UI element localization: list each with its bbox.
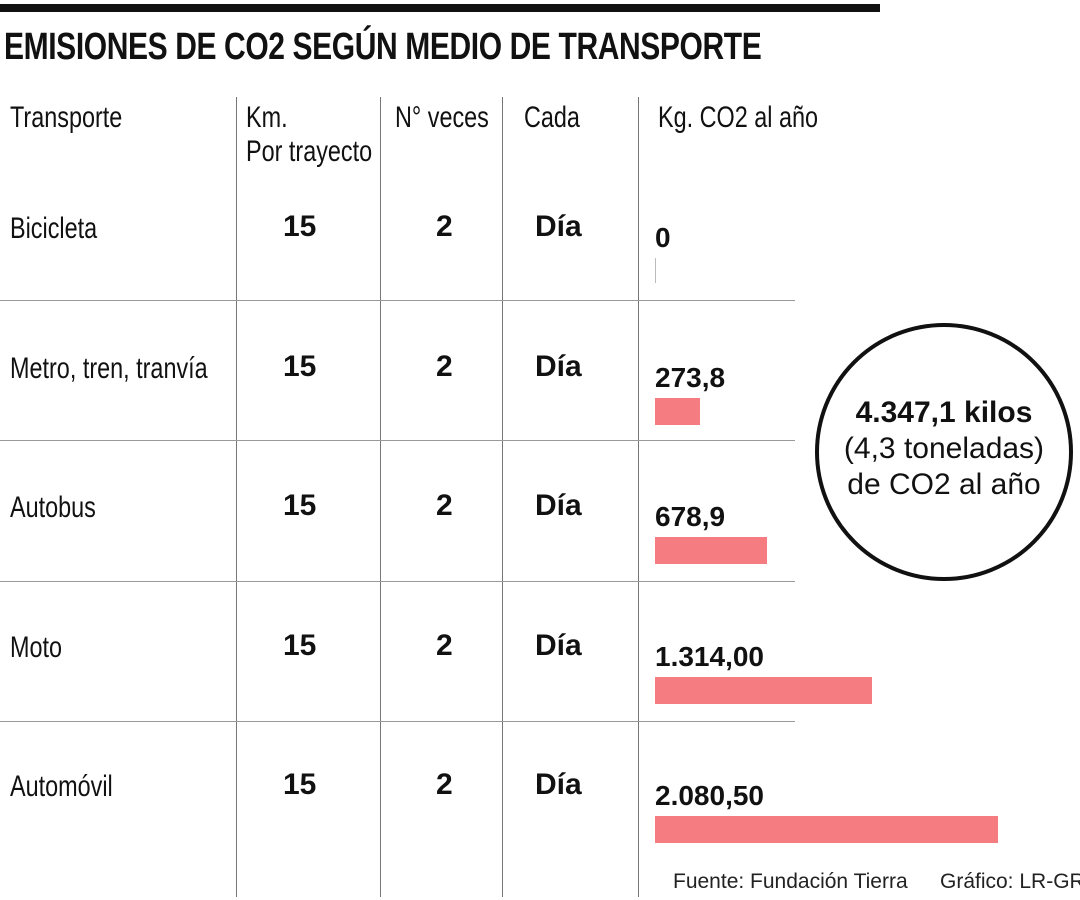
header-kg: Kg. CO2 al año bbox=[658, 101, 818, 134]
row-divider bbox=[0, 440, 795, 441]
kg-bar bbox=[655, 677, 872, 704]
cada-value: Día bbox=[535, 489, 582, 522]
kg-label: 1.314,00 bbox=[655, 641, 764, 672]
header-transporte: Transporte bbox=[10, 101, 123, 134]
column-divider bbox=[502, 97, 503, 897]
kg-bar bbox=[655, 816, 998, 843]
veces-value: 2 bbox=[436, 210, 453, 243]
column-divider bbox=[380, 97, 381, 897]
row-divider bbox=[0, 581, 795, 582]
header-km-line2: Por trayecto bbox=[246, 135, 373, 168]
veces-value: 2 bbox=[436, 350, 453, 383]
veces-value: 2 bbox=[436, 768, 453, 801]
column-divider bbox=[638, 97, 639, 897]
callout-unit: de CO2 al año bbox=[847, 468, 1041, 501]
chart-title: EMISIONES DE CO2 SEGÚN MEDIO DE TRANSPOR… bbox=[4, 26, 762, 68]
column-divider bbox=[236, 97, 237, 897]
km-value: 15 bbox=[283, 350, 317, 383]
cada-value: Día bbox=[535, 768, 582, 801]
header-cada: Cada bbox=[524, 101, 580, 134]
bar-zero bbox=[655, 258, 656, 283]
header-km-line1: Km. bbox=[246, 101, 288, 134]
total-callout: 4.347,1 kilos (4,3 toneladas) de CO2 al … bbox=[815, 323, 1073, 581]
kg-label: 0 bbox=[655, 222, 671, 253]
kg-bar bbox=[655, 537, 767, 564]
callout-total: 4.347,1 kilos bbox=[855, 396, 1033, 429]
transport-name: Metro, tren, tranvía bbox=[10, 352, 208, 385]
km-value: 15 bbox=[283, 629, 317, 662]
callout-tons: (4,3 toneladas) bbox=[843, 432, 1045, 465]
cada-value: Día bbox=[535, 210, 582, 243]
kg-label: 2.080,50 bbox=[655, 780, 764, 811]
credit-note: Gráfico: LR-GR bbox=[940, 870, 1080, 893]
cada-value: Día bbox=[535, 629, 582, 662]
kg-label: 273,8 bbox=[655, 362, 726, 393]
km-value: 15 bbox=[283, 489, 317, 522]
top-rule bbox=[0, 4, 880, 12]
veces-value: 2 bbox=[436, 629, 453, 662]
transport-name: Bicicleta bbox=[10, 212, 98, 245]
km-value: 15 bbox=[283, 210, 317, 243]
transport-name: Moto bbox=[10, 631, 63, 664]
cada-value: Día bbox=[535, 350, 582, 383]
header-veces: N° veces bbox=[395, 101, 489, 134]
row-divider bbox=[0, 300, 795, 301]
row-divider bbox=[0, 721, 795, 722]
transport-name: Automóvil bbox=[10, 770, 113, 803]
veces-value: 2 bbox=[436, 489, 453, 522]
kg-bar bbox=[655, 398, 701, 425]
transport-name: Autobus bbox=[10, 491, 96, 524]
km-value: 15 bbox=[283, 768, 317, 801]
kg-label: 678,9 bbox=[655, 501, 726, 532]
source-note: Fuente: Fundación Tierra bbox=[673, 870, 908, 893]
